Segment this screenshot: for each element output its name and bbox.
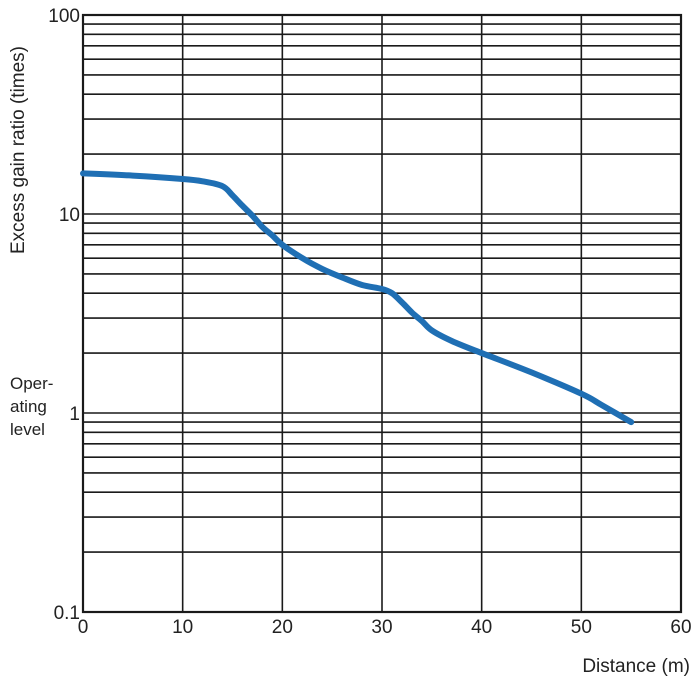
series-layer bbox=[80, 170, 635, 426]
x-tick-label: 30 bbox=[371, 617, 392, 638]
operating-level-line-1: Oper- bbox=[10, 374, 53, 393]
y-tick-label: 10 bbox=[59, 205, 80, 226]
x-tick-label: 20 bbox=[272, 617, 293, 638]
x-tick-label: 60 bbox=[670, 617, 691, 638]
x-axis-label: Distance (m) bbox=[582, 656, 690, 677]
x-tick-label: 10 bbox=[172, 617, 193, 638]
grid bbox=[81, 13, 683, 614]
x-tick-label: 40 bbox=[471, 617, 492, 638]
operating-level-line-2: ating bbox=[10, 397, 47, 416]
y-tick-label: 100 bbox=[48, 6, 80, 27]
series-line bbox=[80, 170, 635, 426]
plot-frame bbox=[81, 13, 683, 614]
operating-level-annotation: Oper- ating level bbox=[10, 374, 53, 439]
tick-labels: 0 10 20 30 40 50 60 0.1 1 10 100 bbox=[48, 6, 691, 638]
x-tick-label: 0 bbox=[78, 617, 89, 638]
y-tick-label: 0.1 bbox=[54, 603, 80, 624]
y-tick-label: 1 bbox=[69, 404, 80, 425]
operating-level-line-3: level bbox=[10, 420, 45, 439]
x-tick-label: 50 bbox=[571, 617, 592, 638]
y-axis-label: Excess gain ratio (times) bbox=[8, 46, 29, 254]
